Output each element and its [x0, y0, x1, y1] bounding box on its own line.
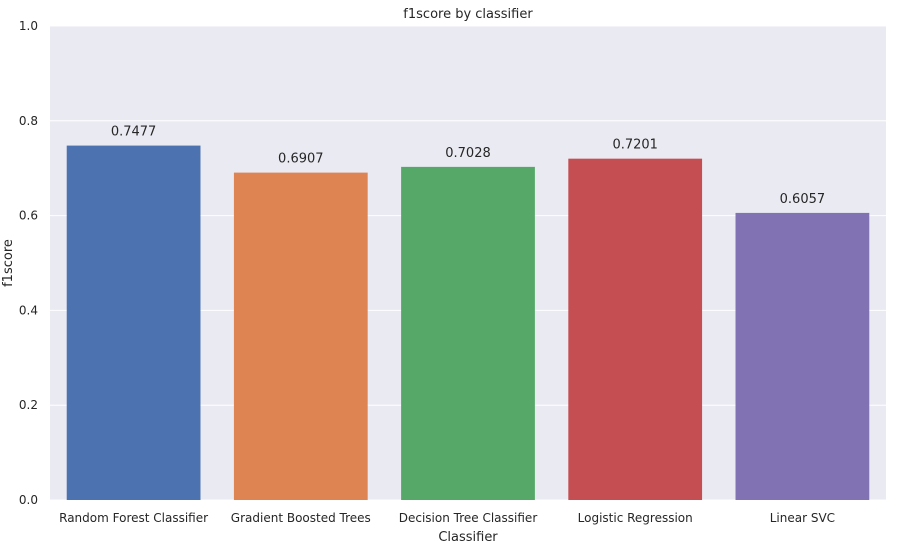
x-tick-label: Decision Tree Classifier	[399, 511, 538, 525]
y-tick-label: 0.6	[19, 209, 38, 223]
y-tick-label: 1.0	[19, 19, 38, 33]
bar	[401, 166, 535, 500]
x-tick-label: Logistic Regression	[578, 511, 693, 525]
bar	[66, 145, 201, 500]
bar-value-label: 0.7201	[612, 138, 658, 153]
x-tick-label: Gradient Boosted Trees	[231, 511, 371, 525]
bars	[66, 145, 870, 500]
y-tick-label: 0.0	[19, 493, 38, 507]
bar	[233, 172, 368, 500]
y-tick-label: 0.4	[19, 303, 38, 317]
x-axis-label: Classifier	[438, 530, 498, 545]
bar-value-label: 0.7477	[111, 125, 157, 140]
chart-title: f1score by classifier	[403, 7, 533, 22]
x-tick-label: Random Forest Classifier	[59, 511, 208, 525]
y-tick-label: 0.2	[19, 398, 38, 412]
y-axis-label: f1score	[1, 239, 16, 287]
bar-value-label: 0.6057	[780, 192, 826, 207]
x-tick-label: Linear SVC	[770, 511, 835, 525]
bar-value-label: 0.6907	[278, 152, 324, 167]
bar	[568, 158, 703, 500]
bar	[735, 212, 870, 500]
y-axis-ticks: 0.0 0.2 0.4 0.6 0.8 1.0	[19, 19, 38, 507]
bar-value-label: 0.7028	[445, 146, 491, 161]
y-tick-label: 0.8	[19, 114, 38, 128]
data-labels: 0.7477 0.6907 0.7028 0.7201 0.6057	[111, 125, 825, 207]
x-axis-ticks: Random Forest Classifier Gradient Boosted…	[59, 511, 835, 525]
